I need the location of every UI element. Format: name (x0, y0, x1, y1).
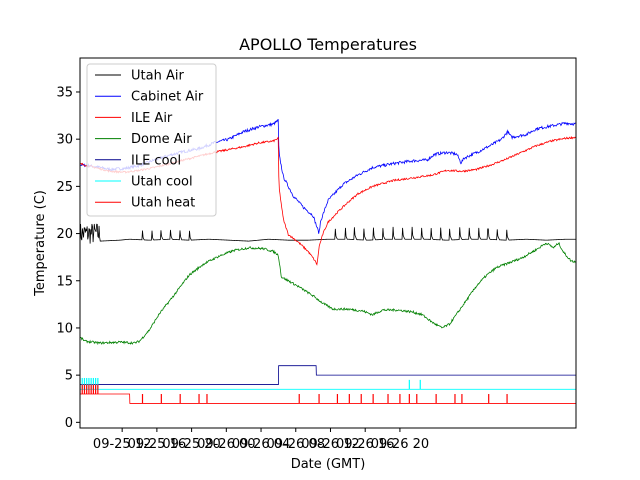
plot-frame (79, 57, 577, 429)
y-tick-label: 15 (56, 274, 73, 289)
series-line-utah-heat (80, 393, 576, 404)
legend-label-ile-cool: ILE cool (131, 153, 181, 168)
y-axis: 0 5 10 15 20 25 30 35 (56, 85, 80, 431)
x-tick-label: 09-26 20 (371, 437, 429, 452)
x-tick-label: 09-25 16 (128, 437, 186, 452)
series-line-ile-cool (80, 365, 576, 385)
legend-label-ile-air: ILE Air (131, 111, 173, 126)
x-axis-label: Date (GMT) (291, 457, 366, 472)
y-tick-label: 30 (56, 133, 73, 148)
y-tick-label: 10 (56, 321, 73, 336)
legend-label-utah-air: Utah Air (131, 69, 184, 84)
legend-box (86, 63, 217, 217)
x-tick-label: 09-26 04 (232, 437, 290, 452)
y-tick-label: 0 (65, 416, 73, 431)
legend-label-cabinet-air: Cabinet Air (131, 90, 204, 105)
y-tick-label: 25 (56, 180, 73, 195)
y-tick-label: 35 (56, 85, 73, 100)
x-tick-label: 09-26 08 (267, 437, 325, 452)
x-tick-label: 09-25 20 (162, 437, 220, 452)
y-tick-label: 5 (65, 369, 73, 384)
legend: Utah Air Cabinet Air ILE Air Dome Air ILE co… (86, 63, 217, 217)
series-line-utah-air (80, 223, 576, 245)
series-line-dome-air (80, 242, 576, 346)
x-tick-label: 09-26 12 (301, 437, 359, 452)
chart-title: APOLLO Temperatures (239, 35, 417, 54)
x-tick-label: 09-25 12 (93, 437, 151, 452)
y-axis-label: Temperature (C) (33, 190, 48, 297)
x-tick-label: 09-26 16 (336, 437, 394, 452)
x-tick-label: 09-26 00 (197, 437, 255, 452)
y-tick-label: 20 (56, 227, 73, 242)
legend-label-utah-heat: Utah heat (131, 196, 195, 211)
legend-label-utah-cool: Utah cool (131, 175, 193, 190)
legend-label-dome-air: Dome Air (131, 132, 192, 147)
